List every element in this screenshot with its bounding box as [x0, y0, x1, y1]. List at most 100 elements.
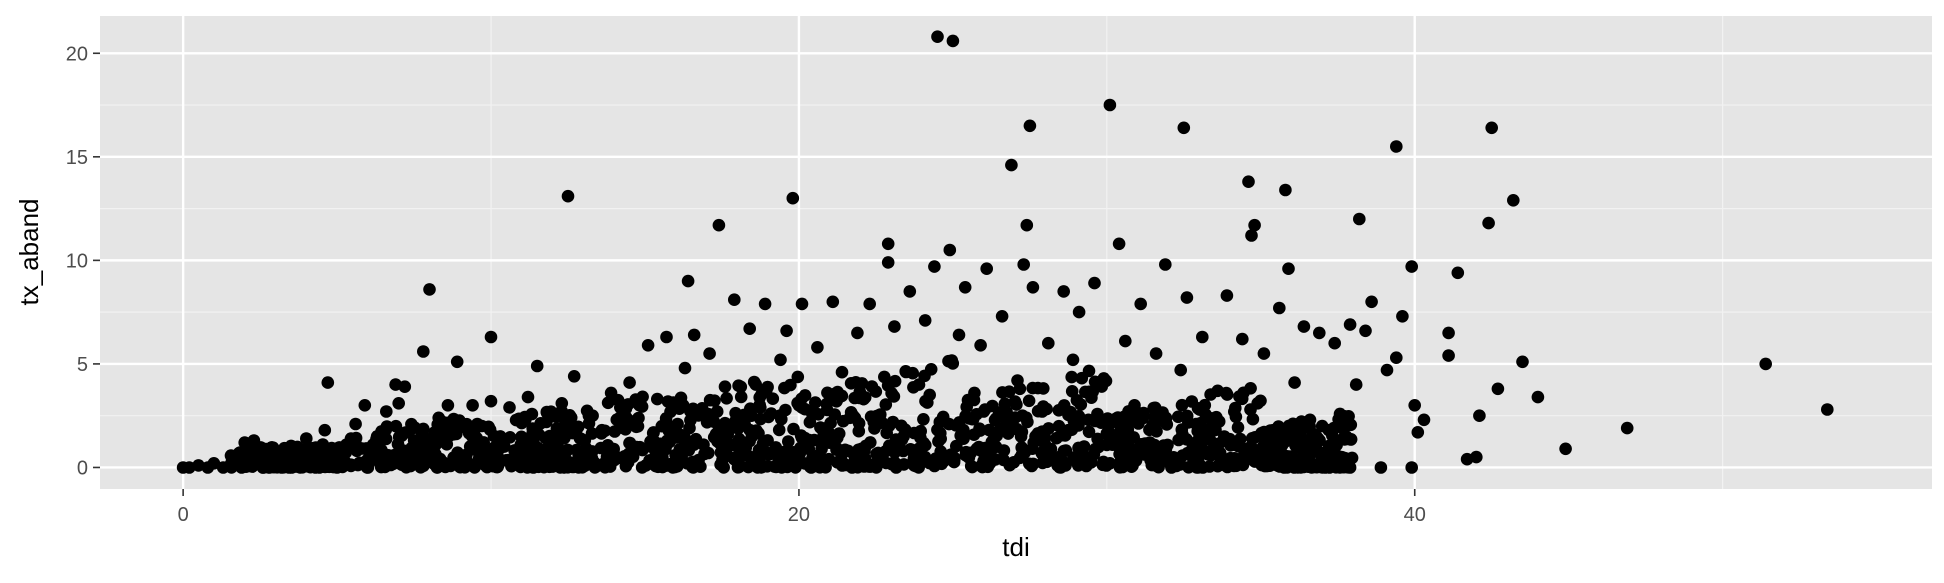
scatter-point — [714, 446, 728, 459]
scatter-point — [321, 376, 335, 389]
scatter-point — [620, 450, 634, 464]
scatter-point — [1319, 461, 1332, 474]
scatter-point — [1288, 376, 1301, 389]
scatter-point — [423, 283, 436, 296]
scatter-point — [1119, 421, 1132, 434]
scatter-point — [1279, 183, 1292, 197]
scatter-point — [937, 454, 950, 468]
scatter-point — [1473, 409, 1486, 423]
scatter-point — [786, 191, 800, 205]
scatter-point — [750, 424, 763, 437]
scatter-point — [1065, 370, 1078, 384]
scatter-point — [1332, 413, 1345, 426]
scatter-point — [1245, 229, 1258, 242]
scatter-point — [954, 429, 967, 442]
scatter-point — [1100, 438, 1114, 452]
scatter-point — [494, 430, 507, 443]
scatter-point — [879, 398, 893, 411]
scatter-point — [917, 452, 930, 466]
scatter-point — [586, 409, 599, 423]
scatter-point — [1088, 276, 1101, 290]
scatter-point — [712, 218, 726, 232]
scatter-point — [869, 385, 883, 398]
scatter-point — [1051, 459, 1064, 472]
scatter-point — [907, 452, 921, 465]
scatter-point — [1313, 434, 1326, 447]
scatter-point — [1327, 439, 1341, 453]
scatter-point — [417, 459, 430, 473]
scatter-point — [432, 411, 446, 425]
scatter-point — [1290, 440, 1303, 454]
scatter-point — [1182, 448, 1196, 461]
scatter-point — [340, 438, 353, 452]
scatter-point — [1374, 461, 1388, 474]
scatter-point — [1052, 404, 1066, 417]
scatter-point — [610, 413, 624, 427]
scatter-point — [1442, 326, 1455, 340]
scatter-point — [392, 397, 406, 410]
scatter-point — [1125, 460, 1138, 474]
scatter-point — [1112, 237, 1126, 251]
scatter-point — [1328, 336, 1341, 350]
scatter-point — [1042, 336, 1055, 350]
scatter-point — [775, 412, 788, 426]
scatter-point — [1303, 413, 1317, 427]
scatter-point — [1025, 458, 1039, 471]
scatter-point — [1248, 218, 1261, 232]
scatter-point — [1220, 388, 1234, 401]
scatter-point — [782, 435, 795, 448]
scatter-point — [1175, 398, 1189, 412]
scatter-point — [235, 461, 248, 474]
scatter-point — [1084, 454, 1098, 468]
scatter-point — [436, 456, 450, 469]
scatter-point — [1112, 440, 1125, 453]
scatter-point — [1196, 330, 1209, 344]
scatter-point — [1396, 310, 1409, 323]
scatter-point — [1231, 421, 1245, 434]
scatter-point — [1174, 363, 1187, 377]
scatter-point — [284, 444, 298, 458]
scatter-point — [718, 380, 732, 394]
scatter-point — [758, 297, 772, 311]
scatter-point — [1015, 425, 1029, 439]
scatter-point — [1037, 382, 1050, 395]
scatter-point — [601, 396, 615, 410]
scatter-point — [882, 419, 896, 433]
scatter-point — [1221, 460, 1234, 474]
scatter-point — [914, 431, 927, 445]
scatter-point — [630, 420, 643, 434]
scatter-point — [1507, 194, 1520, 207]
scatter-point — [754, 401, 767, 414]
scatter-point — [888, 320, 901, 333]
scatter-point — [1011, 374, 1024, 387]
scatter-point — [791, 370, 805, 384]
scatter-point — [1159, 258, 1172, 271]
scatter-point — [1072, 305, 1086, 319]
scatter-point — [729, 414, 742, 428]
scatter-point — [1022, 394, 1036, 408]
scatter-point — [651, 392, 664, 406]
scatter-point — [1226, 438, 1240, 452]
scatter-point — [1149, 347, 1163, 360]
scatter-point — [762, 448, 776, 461]
scatter-point — [1821, 403, 1834, 416]
scatter-point — [1035, 405, 1049, 418]
scatter-point — [981, 460, 995, 474]
scatter-point — [623, 376, 636, 389]
scatter-point — [1075, 371, 1089, 385]
scatter-point — [778, 381, 791, 395]
scatter-point — [1273, 460, 1287, 473]
scatter-point — [734, 390, 748, 404]
y-axis-title: tx_aband — [14, 199, 44, 306]
scatter-point — [1191, 402, 1205, 415]
scatter-point — [728, 293, 741, 307]
scatter-point — [384, 449, 398, 463]
scatter-point — [1103, 98, 1117, 112]
scatter-point — [700, 416, 714, 429]
scatter-point — [540, 415, 553, 429]
scatter-point — [570, 443, 583, 457]
scatter-point — [809, 396, 822, 409]
scatter-point — [870, 447, 883, 461]
scatter-point — [1365, 295, 1378, 309]
scatter-point — [1242, 175, 1255, 188]
